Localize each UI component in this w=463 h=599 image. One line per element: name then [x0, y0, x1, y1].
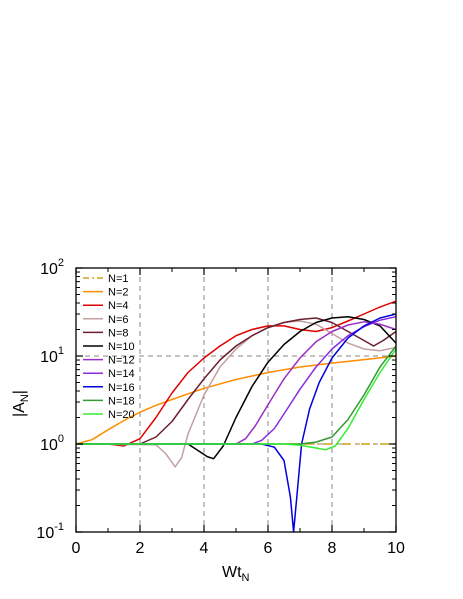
legend-label: N=20 [108, 409, 135, 421]
legend-label: N=8 [108, 327, 129, 339]
legend-label: N=4 [108, 300, 129, 312]
legend-label: N=1 [108, 273, 129, 285]
y-tick-label: 101 [40, 345, 64, 366]
series-line-n20 [76, 348, 397, 451]
svg-text:WtN: WtN [222, 564, 250, 584]
grid-lines [76, 268, 396, 532]
y-tick-label: 10-1 [36, 521, 64, 542]
axis-ticks: 0 2 4 6 8 10 10-1 100 101 102 [36, 257, 405, 557]
legend-label: N=2 [108, 287, 129, 299]
legend-label: N=16 [108, 382, 135, 394]
series-line-n10 [76, 315, 397, 460]
x-tick-label: 10 [387, 540, 405, 557]
series-line-n14 [76, 315, 397, 445]
legend-label: N=14 [108, 368, 135, 380]
legend-label: N=6 [108, 314, 129, 326]
series-line-n8 [76, 317, 397, 445]
series-line-n12 [76, 321, 397, 445]
x-tick-label: 2 [136, 540, 145, 557]
legend-label: N=12 [108, 355, 135, 367]
legend: N=1 N=2N=4 N=6N=8 N=10 N=12N=14 N=16N=18 N=20 [83, 273, 135, 421]
x-tick-label: 8 [328, 540, 337, 557]
x-tick-label: 6 [264, 540, 273, 557]
series-line-n4 [76, 300, 397, 447]
svg-text:|AN|: |AN| [11, 390, 31, 417]
y-axis-label: |AN| [11, 390, 31, 417]
x-tick-label: 4 [200, 540, 209, 557]
legend-label: N=18 [108, 395, 135, 407]
x-axis-label: WtN [222, 564, 250, 584]
x-tick-label: 0 [72, 540, 81, 557]
y-tick-label: 100 [40, 433, 64, 454]
series-line-n18 [76, 345, 397, 445]
y-tick-label: 102 [40, 257, 64, 278]
legend-label: N=10 [108, 341, 135, 353]
series-lines [75, 300, 397, 533]
series-line-n2 [75, 355, 397, 445]
